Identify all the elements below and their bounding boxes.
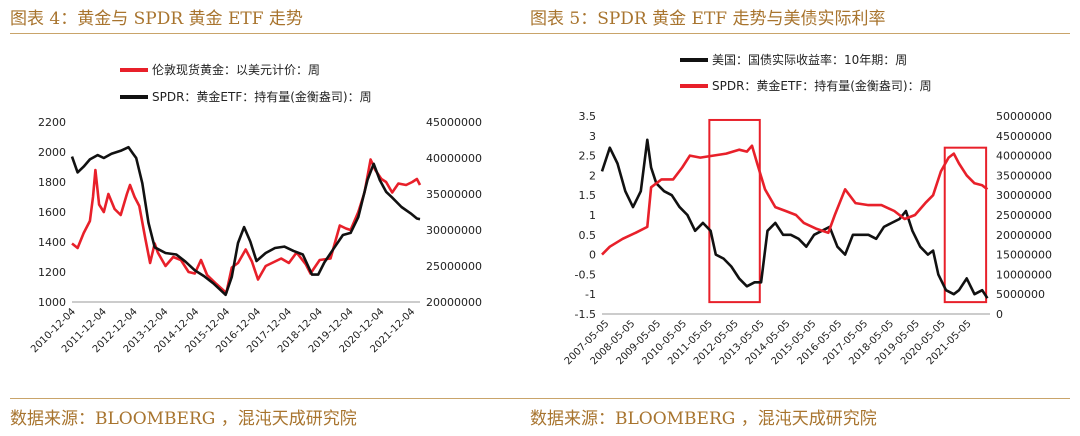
y-left-tick-label: -0.5: [575, 268, 596, 281]
legend-label: 美国：国债实际收益率：10年期：周: [712, 52, 907, 67]
y-left-tick-label: 3: [589, 130, 596, 143]
y-left-tick-label: -1.5: [575, 308, 596, 321]
y-left-tick-label: 2: [589, 169, 596, 182]
title-divider: [10, 33, 530, 34]
highlight-box: [708, 118, 761, 304]
spdr-vs-real-yield-chart: -1.5 -1 -0.5 0 0.5 1 1.5 2 2.5 3 3.5 0 5000000 100000…: [563, 52, 1052, 367]
y-left-tick-label: 0: [589, 249, 596, 262]
y-right-tick-label: 30000000: [996, 189, 1052, 202]
y-left-tick-label: 1400: [38, 236, 66, 249]
y-left-tick-label: 1600: [38, 206, 66, 219]
y-right-tick-label: 45000000: [426, 116, 482, 129]
y-left-tick-label: 1: [589, 209, 596, 222]
source-divider: [530, 398, 1070, 399]
figure-4-source: 数据来源：BLOOMBERG ，混沌天成研究院: [10, 409, 357, 429]
y-right-tick-label: 25000000: [996, 209, 1052, 222]
y-right-tick-label: 35000000: [426, 188, 482, 201]
y-right-tick-label: 45000000: [996, 130, 1052, 143]
y-right-tick-label: 0: [996, 308, 1003, 321]
highlight-box: [943, 146, 988, 304]
figure-5-source: 数据来源：BLOOMBERG ，混沌天成研究院: [530, 409, 877, 429]
series-line-2: [601, 144, 989, 256]
figure-5-panel: 图表 5：SPDR 黄金 ETF 走势与美债实际利率 -1.5 -1 -0.5 0 0.…: [530, 0, 1070, 436]
legend-label: SPDR：黄金ETF：持有量(金衡盎司)：周: [712, 78, 932, 93]
y-left-tick-label: 2.5: [579, 150, 597, 163]
y-left-tick-label: 0.5: [579, 229, 597, 242]
y-left-tick-label: 1.5: [579, 189, 597, 202]
y-left-tick-label: 1000: [38, 296, 66, 309]
legend-label: 伦敦现货黄金：以美元计价：周: [152, 62, 320, 77]
y-right-tick-label: 30000000: [426, 224, 482, 237]
title-divider: [530, 33, 1070, 34]
y-right-tick-label: 15000000: [996, 249, 1052, 262]
series-line-2: [70, 145, 421, 297]
y-left-tick-label: 2000: [38, 146, 66, 159]
figure-4-title: 图表 4：黄金与 SPDR 黄金 ETF 走势: [10, 9, 303, 29]
y-right-tick-label: 20000000: [426, 296, 482, 309]
y-right-tick-label: 40000000: [426, 152, 482, 165]
figure-4-panel: 图表 4：黄金与 SPDR 黄金 ETF 走势 1000 1200 1400 1600…: [10, 0, 530, 436]
legend-label: SPDR：黄金ETF：持有量(金衡盎司)：周: [152, 89, 372, 104]
gold-vs-spdr-chart: 1000 1200 1400 1600 1800 2000 2200 20000000 2500…: [29, 62, 482, 355]
series-line-1: [71, 158, 422, 295]
y-left-tick-label: 3.5: [579, 110, 597, 123]
y-right-tick-label: 5000000: [996, 288, 1045, 301]
y-left-tick-label: -1: [585, 288, 596, 301]
y-right-tick-label: 20000000: [996, 229, 1052, 242]
y-left-tick-label: 1800: [38, 176, 66, 189]
y-right-tick-label: 25000000: [426, 260, 482, 273]
series-line-1: [600, 138, 989, 299]
y-right-tick-label: 40000000: [996, 150, 1052, 163]
y-right-tick-label: 35000000: [996, 169, 1052, 182]
y-right-tick-label: 50000000: [996, 110, 1052, 123]
y-left-tick-label: 1200: [38, 266, 66, 279]
y-right-tick-label: 10000000: [996, 268, 1052, 281]
figure-5-title: 图表 5：SPDR 黄金 ETF 走势与美债实际利率: [530, 9, 886, 29]
source-divider: [10, 398, 530, 399]
y-left-tick-label: 2200: [38, 116, 66, 129]
